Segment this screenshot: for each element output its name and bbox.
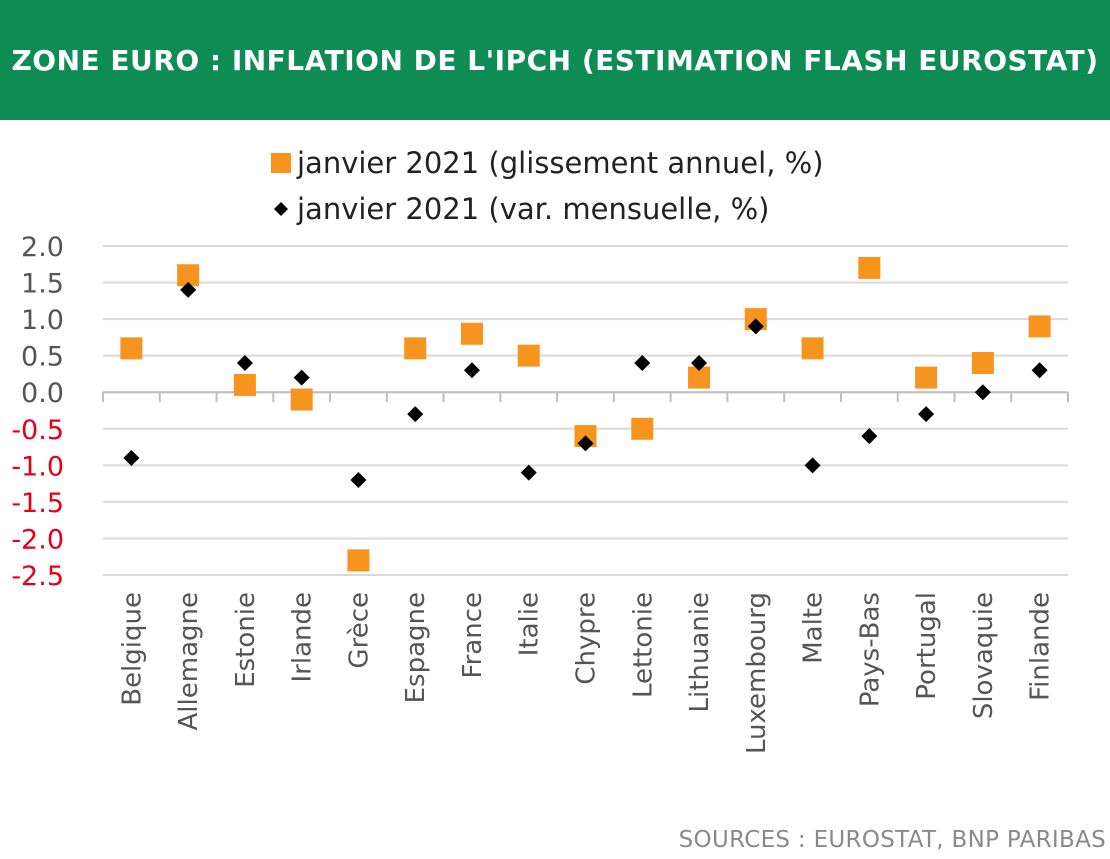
y-tick-label: -2.0 xyxy=(11,524,64,555)
y-axis: 2.0 1.5 1.0 0.5 0.0 -0.5 -1.0 -1.5 -2.0 -2.5 xyxy=(11,232,64,592)
y-tick-label: 0.5 xyxy=(21,342,64,373)
legend-label: janvier 2021 (var. mensuelle, %) xyxy=(296,192,769,226)
legend-label: janvier 2021 (glissement annuel, %) xyxy=(296,146,824,180)
monthly-point-Slovaquie xyxy=(974,384,991,401)
y-tick-label: 0.0 xyxy=(21,378,64,409)
data-marks xyxy=(120,256,1051,572)
monthly-point-Chypre xyxy=(577,435,594,452)
source-note: SOURCES : EUROSTAT, BNP PARIBAS xyxy=(678,827,1106,853)
annual-point-Belgique xyxy=(120,337,143,360)
y-tick-label: -0.5 xyxy=(11,415,64,446)
x-axis: Belgique Allemagne Estonie Irlande Grèce Espa… xyxy=(102,391,1069,754)
monthly-point-Lettonie xyxy=(634,354,651,371)
monthly-point-Pays-Bas xyxy=(861,428,878,445)
legend-diamond-icon xyxy=(274,202,288,216)
monthly-point-Lithuanie xyxy=(691,354,708,371)
x-tick-label: Finlande xyxy=(1026,592,1056,701)
annual-point-Irlande xyxy=(290,388,313,411)
annual-point-Espagne xyxy=(404,337,427,360)
annual-point-Portugal xyxy=(915,366,938,389)
x-tick-label: Estonie xyxy=(231,592,261,688)
monthly-point-Italie xyxy=(520,464,537,481)
monthly-point-France xyxy=(463,362,480,379)
annual-point-Estonie xyxy=(233,373,256,396)
scatter-chart: janvier 2021 (glissement annuel, %) janvi… xyxy=(11,146,1069,754)
annual-point-France xyxy=(460,322,483,345)
monthly-point-Portugal xyxy=(918,406,935,423)
annual-point-Pays-Bas xyxy=(858,256,881,279)
x-tick-label: Italie xyxy=(515,592,545,656)
x-tick-label: Lettonie xyxy=(628,592,658,698)
annual-point-Allemagne xyxy=(177,264,200,287)
annual-point-Lithuanie xyxy=(688,366,711,389)
monthly-point-Allemagne xyxy=(180,281,197,298)
x-tick-label: Chypre xyxy=(572,592,602,685)
monthly-point-Grèce xyxy=(350,471,367,488)
x-tick-label: Slovaquie xyxy=(969,592,999,719)
annual-point-Italie xyxy=(517,344,540,367)
y-tick-label: 1.0 xyxy=(21,305,64,336)
x-tick-label: Belgique xyxy=(117,592,147,706)
x-tick-label: Grèce xyxy=(344,592,374,669)
x-tick-label: Portugal xyxy=(912,592,942,700)
annual-point-Finlande xyxy=(1028,315,1051,338)
y-tick-label: -1.5 xyxy=(11,488,64,519)
annual-point-Malte xyxy=(801,337,824,360)
title-banner: ZONE EURO : INFLATION DE L'IPCH (ESTIMAT… xyxy=(0,0,1110,120)
monthly-point-Irlande xyxy=(293,369,310,386)
monthly-point-Malte xyxy=(804,457,821,474)
legend: janvier 2021 (glissement annuel, %) janvi… xyxy=(271,146,824,226)
x-tick-label: Pays-Bas xyxy=(855,592,885,707)
x-tick-label: Malte xyxy=(799,592,829,664)
chart-title: ZONE EURO : INFLATION DE L'IPCH (ESTIMAT… xyxy=(11,43,1099,77)
legend-square-icon xyxy=(271,153,291,173)
x-tick-label: Lithuanie xyxy=(685,592,715,713)
monthly-point-Finlande xyxy=(1031,362,1048,379)
x-tick-label: France xyxy=(458,592,488,678)
x-tick-label: Espagne xyxy=(401,592,431,703)
monthly-point-Estonie xyxy=(236,354,253,371)
y-tick-label: 2.0 xyxy=(21,232,64,263)
y-tick-label: -2.5 xyxy=(11,561,64,592)
annual-point-Lettonie xyxy=(631,417,654,440)
monthly-point-Luxembourg xyxy=(747,318,764,335)
annual-point-Grèce xyxy=(347,549,370,572)
x-tick-label: Irlande xyxy=(288,592,318,683)
annual-point-Slovaquie xyxy=(971,351,994,374)
monthly-point-Belgique xyxy=(123,450,140,467)
monthly-point-Espagne xyxy=(407,406,424,423)
x-tick-label: Luxembourg xyxy=(742,592,772,754)
y-tick-label: -1.0 xyxy=(11,451,64,482)
y-tick-label: 1.5 xyxy=(21,269,64,300)
x-tick-label: Allemagne xyxy=(174,592,204,730)
